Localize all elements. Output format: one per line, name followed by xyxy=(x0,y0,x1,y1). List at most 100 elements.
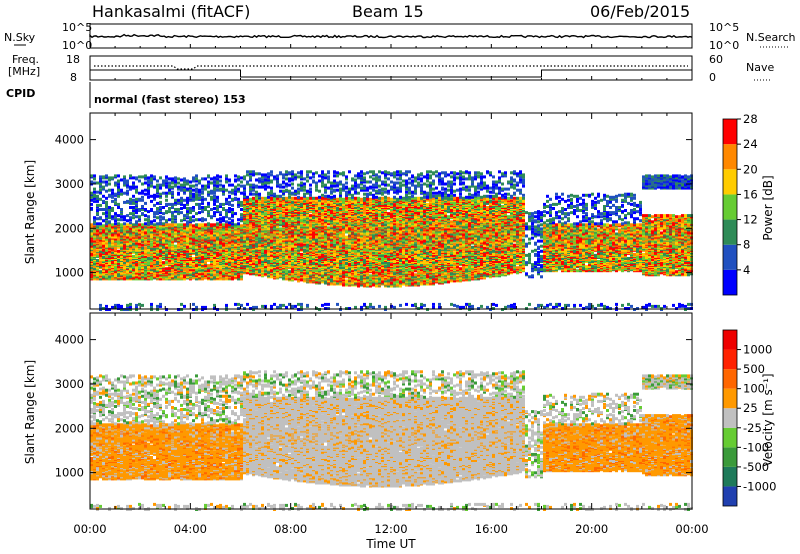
power-cell xyxy=(192,257,195,260)
power-cell xyxy=(249,198,252,201)
power-cell xyxy=(165,195,168,198)
power-cell xyxy=(237,274,240,277)
power-cell xyxy=(264,188,267,191)
power-cell xyxy=(213,211,216,214)
power-cell xyxy=(306,239,309,242)
power-cell xyxy=(300,244,303,247)
power-cell xyxy=(219,211,222,214)
power-cell xyxy=(222,203,225,206)
power-cell xyxy=(135,209,138,212)
power-cell xyxy=(171,223,174,226)
power-cell xyxy=(180,219,183,222)
power-cell xyxy=(252,202,255,205)
power-cell xyxy=(195,194,198,197)
power-cell xyxy=(180,303,183,306)
power-cell xyxy=(282,214,285,217)
power-cell xyxy=(222,185,225,188)
power-cell xyxy=(108,176,111,179)
power-cell xyxy=(225,174,228,177)
power-cell xyxy=(246,170,249,173)
power-cell xyxy=(168,207,171,210)
power-cell xyxy=(120,305,123,308)
power-cell xyxy=(204,198,207,201)
power-cell xyxy=(213,176,216,179)
power-cell xyxy=(174,215,177,218)
power-cell xyxy=(138,208,141,211)
power-cell xyxy=(189,250,192,253)
power-cell xyxy=(126,190,129,193)
power-cell xyxy=(246,173,249,176)
power-cell xyxy=(219,203,222,206)
power-cell xyxy=(147,215,150,218)
power-cell xyxy=(234,303,237,306)
power-cell xyxy=(117,214,120,217)
power-cell xyxy=(258,193,261,196)
power-cell xyxy=(111,306,114,309)
power-cell xyxy=(243,245,246,248)
noise-tick-top-left: 10^5 xyxy=(62,21,92,34)
power-cell xyxy=(198,197,201,200)
power-cell xyxy=(303,186,306,189)
power-cell xyxy=(273,303,276,306)
power-cell xyxy=(282,181,285,184)
power-cell xyxy=(225,189,228,192)
power-cell xyxy=(300,182,303,185)
power-cell xyxy=(225,220,228,223)
power-cell xyxy=(219,223,222,226)
power-cell xyxy=(129,174,132,177)
power-cell xyxy=(108,194,111,197)
power-cell xyxy=(237,201,240,204)
power-cell xyxy=(270,180,273,183)
power-cell xyxy=(183,305,186,308)
power-cell xyxy=(291,197,294,200)
power-cell xyxy=(303,177,306,180)
power-cell xyxy=(201,177,204,180)
noise-tick-bottom-right: 10^0 xyxy=(709,39,739,52)
power-cell xyxy=(141,199,144,202)
power-cell xyxy=(168,177,171,180)
power-cell xyxy=(189,181,192,184)
power-cell xyxy=(276,177,279,180)
power-cell xyxy=(255,179,258,182)
power-cell xyxy=(144,218,147,221)
power-cell xyxy=(243,175,246,178)
power-cell xyxy=(144,222,147,225)
power-cell xyxy=(135,198,138,201)
power-cell xyxy=(159,218,162,221)
power-cell xyxy=(174,223,177,226)
power-cell xyxy=(228,217,231,220)
power-cell xyxy=(147,228,150,231)
power-cell xyxy=(285,256,288,259)
power-cell xyxy=(234,179,237,182)
power-cell xyxy=(120,179,123,182)
power-cell xyxy=(138,198,141,201)
power-cell xyxy=(171,191,174,194)
power-cell xyxy=(261,173,264,176)
power-cell xyxy=(219,175,222,178)
power-cell xyxy=(135,304,138,307)
power-cell xyxy=(282,248,285,251)
power-cell xyxy=(144,208,147,211)
power-cell xyxy=(96,182,99,185)
noise-tick-bottom-left: 10^0 xyxy=(62,39,92,52)
power-cell xyxy=(312,235,315,238)
power-cell xyxy=(126,223,129,226)
power-cell xyxy=(141,212,144,215)
power-cell xyxy=(225,198,228,201)
power-cell xyxy=(255,243,258,246)
power-cell xyxy=(255,197,258,200)
power-cell xyxy=(258,260,261,263)
power-cell xyxy=(249,175,252,178)
power-cell xyxy=(162,206,165,209)
power-cell xyxy=(201,306,204,309)
power-cell xyxy=(123,192,126,195)
power-cell xyxy=(309,256,312,259)
power-cell xyxy=(285,277,288,280)
power-cell xyxy=(144,193,147,196)
power-cell xyxy=(129,198,132,201)
power-cell xyxy=(126,200,129,203)
power-cell xyxy=(303,183,306,186)
power-cell xyxy=(282,197,285,200)
power-cell xyxy=(174,275,177,278)
power-cell xyxy=(186,197,189,200)
